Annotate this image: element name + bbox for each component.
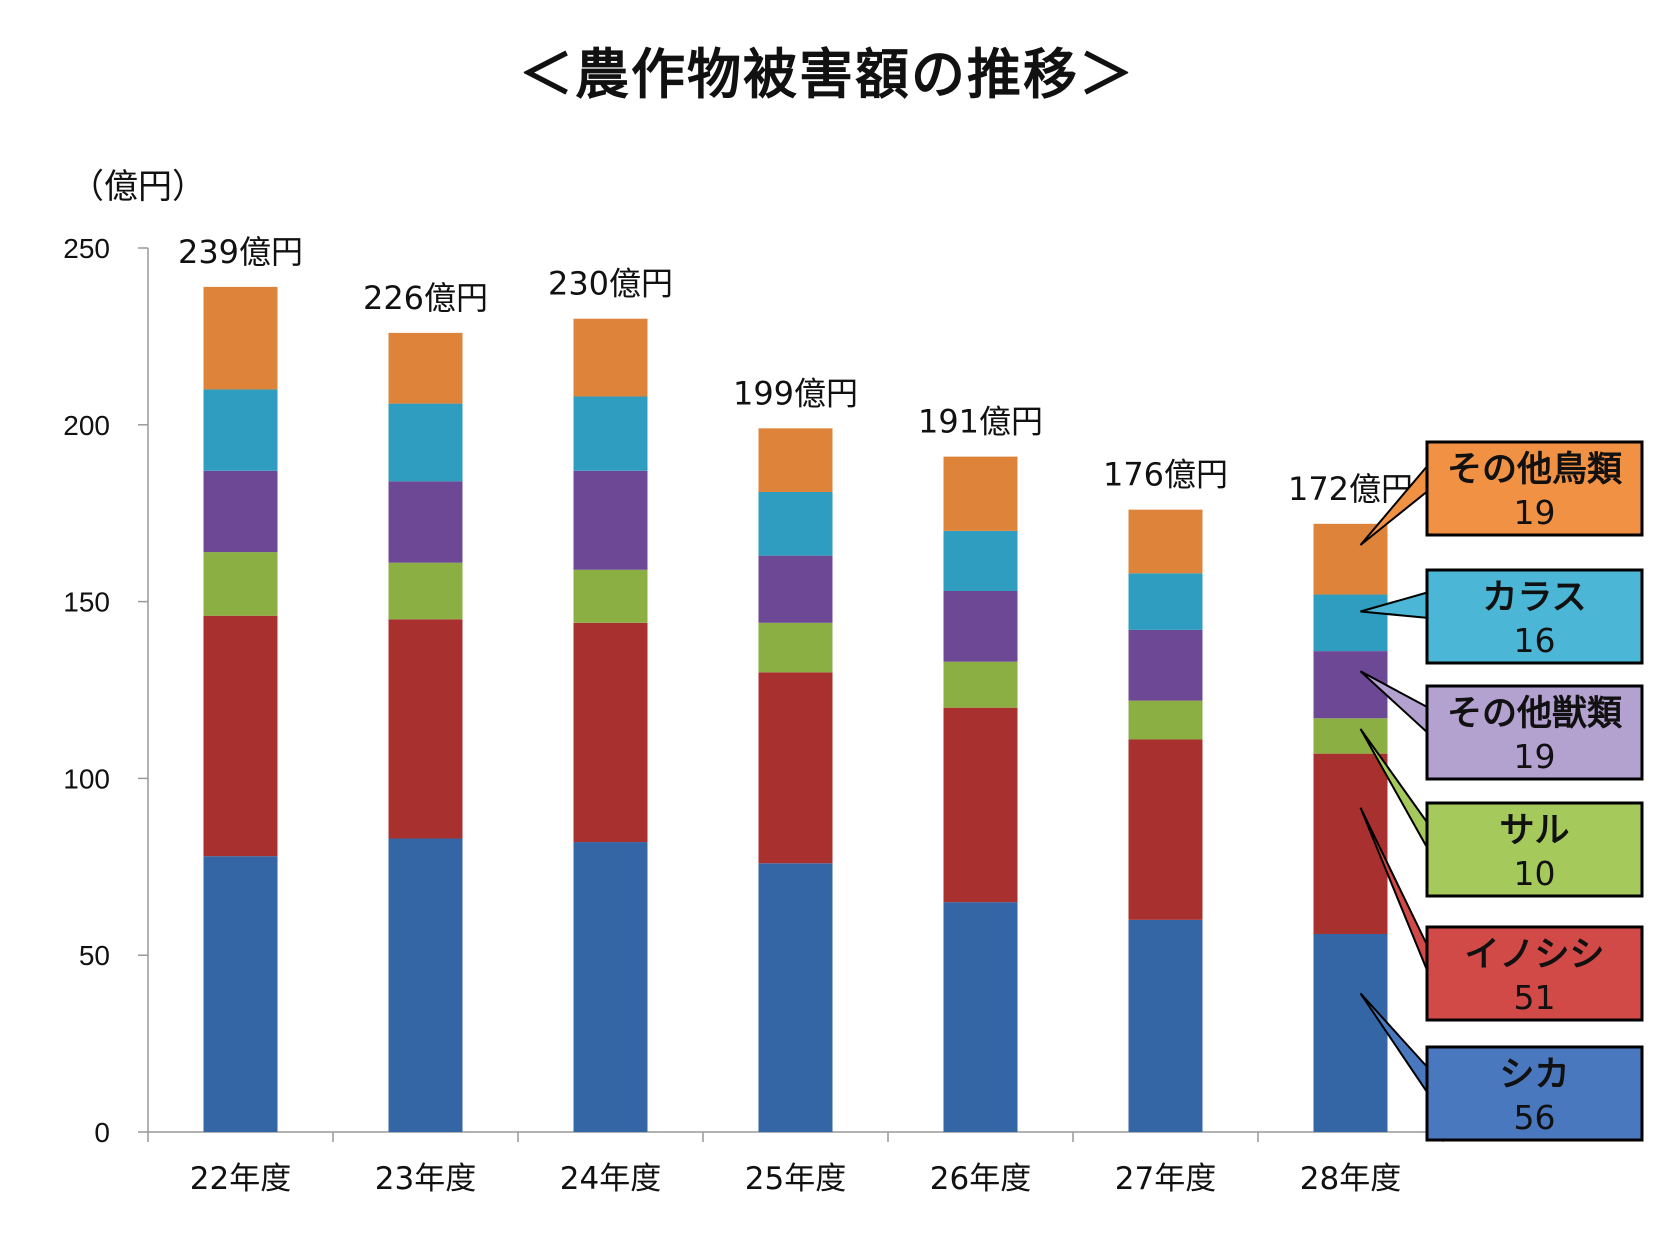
callout-series-value: 10 <box>1514 854 1556 893</box>
callout-box <box>1425 568 1644 665</box>
callout-series-value: 19 <box>1514 737 1556 776</box>
bar-segment <box>203 286 278 390</box>
bar-total-label: 226億円 <box>363 279 488 317</box>
bar-segment <box>758 672 833 864</box>
bar-segment <box>1128 573 1203 630</box>
chart-title: ＜農作物被害額の推移＞ <box>519 43 1135 106</box>
bars <box>203 286 1388 1132</box>
bar-segment <box>1128 509 1203 574</box>
y-axis-unit-label: （億円） <box>70 167 206 207</box>
callout-series-value: 16 <box>1514 621 1556 660</box>
callout-box <box>1425 440 1644 537</box>
callout-series-name: その他鳥類 <box>1447 450 1623 490</box>
bar-total-label: 239億円 <box>178 233 303 271</box>
callout-box <box>1425 684 1644 781</box>
x-category-label: 25年度 <box>745 1161 846 1197</box>
x-category-label: 23年度 <box>375 1161 476 1197</box>
bar-segment <box>758 491 833 556</box>
bar-total-label: 199億円 <box>733 374 858 412</box>
bar-segment <box>1128 739 1203 920</box>
bar-segment <box>573 842 648 1132</box>
bar-segment <box>758 622 833 673</box>
bar-segment <box>388 838 463 1132</box>
bar-total-label: 230億円 <box>548 265 673 303</box>
bar-segment <box>573 318 648 397</box>
bar-total-label: 176億円 <box>1103 456 1228 494</box>
callout-box <box>1425 1045 1644 1142</box>
bar-segment <box>1313 523 1388 595</box>
callout-series-name: シカ <box>1499 1055 1569 1095</box>
y-tick-label: 0 <box>94 1117 110 1148</box>
bar-segment <box>1128 700 1203 740</box>
bar-segment <box>388 481 463 563</box>
y-tick-label: 50 <box>79 940 110 971</box>
bar-segment <box>1128 629 1203 701</box>
bar-segment <box>203 856 278 1132</box>
bar-segment <box>1313 718 1388 754</box>
bar-segment <box>203 470 278 553</box>
y-tick-label: 100 <box>63 763 110 794</box>
bar-segment <box>1128 919 1203 1132</box>
callout-series-name: サル <box>1499 811 1569 851</box>
bar-segment <box>388 332 463 404</box>
bar-segment <box>573 470 648 570</box>
bar-segment <box>758 428 833 492</box>
callout-box <box>1425 925 1644 1022</box>
bar-segment <box>388 562 463 620</box>
bar-segment <box>943 456 1018 531</box>
x-category-label: 22年度 <box>190 1161 291 1197</box>
callout-series-name: その他獣類 <box>1447 694 1623 734</box>
bar-segment <box>943 530 1018 591</box>
y-tick-label: 250 <box>63 233 110 264</box>
bar-segment <box>943 590 1018 662</box>
bar-segment <box>203 615 278 857</box>
bar-segment <box>573 569 648 623</box>
x-category-label: 26年度 <box>930 1161 1031 1197</box>
callout-series-name: イノシシ <box>1464 935 1604 975</box>
bar-total-label: 172億円 <box>1288 470 1413 508</box>
bar-segment <box>388 619 463 839</box>
bar-segment <box>573 622 648 843</box>
bar-segment <box>758 555 833 623</box>
bar-segment <box>758 863 833 1132</box>
bar-segment <box>943 707 1018 903</box>
callout-series-value: 51 <box>1514 978 1556 1017</box>
bar-segment <box>388 403 463 482</box>
y-tick-label: 150 <box>63 587 110 618</box>
y-tick-label: 200 <box>63 410 110 441</box>
bar-segment <box>943 661 1018 708</box>
x-category-label: 24年度 <box>560 1161 661 1197</box>
bar-total-label: 191億円 <box>918 403 1043 441</box>
x-category-label: 27年度 <box>1115 1161 1216 1197</box>
labels: 22年度 239億円 23年度 226億円 24年度 230億円 25年度 199億円 26年度… <box>178 233 1413 1197</box>
bar-segment <box>1313 933 1388 1132</box>
x-category-label: 28年度 <box>1300 1161 1401 1197</box>
bar-segment <box>943 902 1018 1132</box>
bar-segment <box>203 552 278 616</box>
bar-segment <box>573 396 648 471</box>
callout-series-value: 19 <box>1514 493 1556 532</box>
bar-segment <box>1313 594 1388 652</box>
bar-segment <box>203 389 278 471</box>
callout-box <box>1425 801 1644 898</box>
callout-series-name: カラス <box>1482 578 1586 618</box>
callout-series-value: 56 <box>1514 1098 1556 1137</box>
